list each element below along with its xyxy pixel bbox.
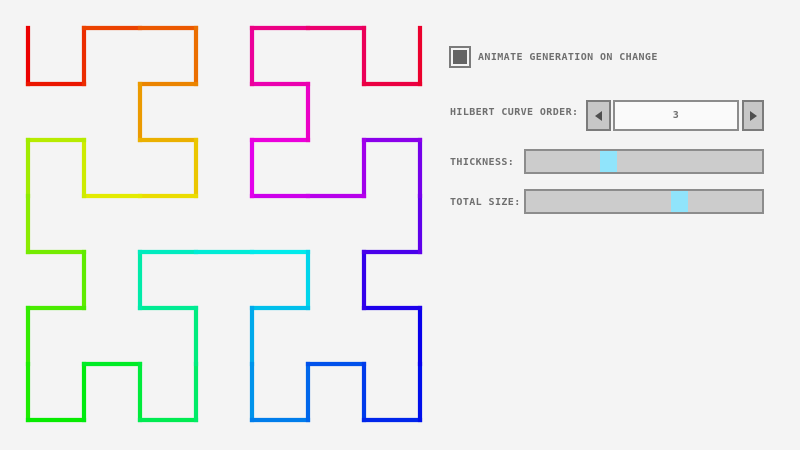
total-size-label: TOTAL SIZE: (450, 197, 521, 208)
order-value-field[interactable]: 3 (613, 100, 739, 131)
order-spinner-label: HILBERT CURVE ORDER: (450, 107, 579, 118)
order-value: 3 (672, 110, 680, 121)
left-arrow-icon (595, 110, 602, 121)
hilbert-curve-canvas (25, 25, 423, 423)
order-decrement-button[interactable] (586, 100, 611, 131)
checkbox-checked-mark (453, 50, 467, 64)
thickness-label: THICKNESS: (450, 157, 515, 168)
total-size-slider-handle[interactable] (671, 191, 688, 212)
order-increment-button[interactable] (742, 100, 764, 131)
total-size-slider[interactable] (524, 189, 764, 214)
animate-checkbox-label: ANIMATE GENERATION ON CHANGE (478, 52, 658, 63)
thickness-slider[interactable] (524, 149, 764, 174)
animate-checkbox[interactable] (449, 46, 471, 68)
right-arrow-icon (749, 110, 757, 121)
thickness-slider-handle[interactable] (600, 151, 617, 172)
